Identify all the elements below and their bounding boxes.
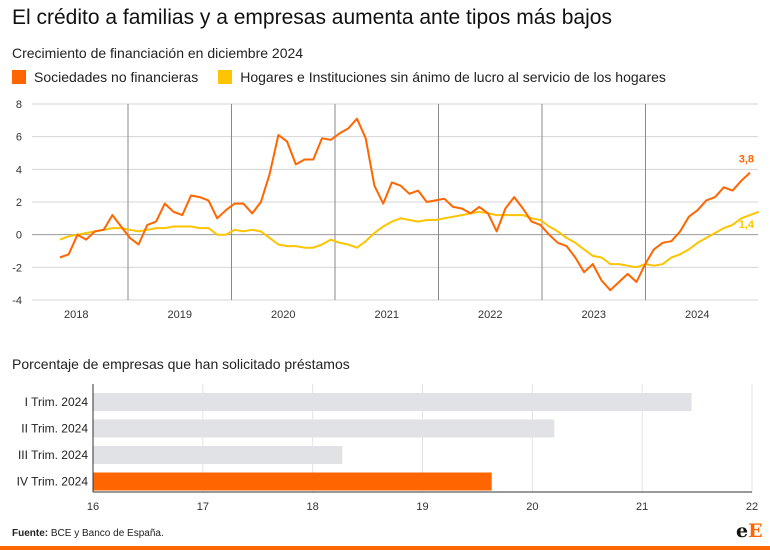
x-tick-label: 22 bbox=[746, 501, 758, 513]
category-label: II Trim. 2024 bbox=[21, 422, 88, 436]
x-tick-label: 20 bbox=[526, 501, 538, 513]
series-line bbox=[59, 117, 751, 292]
x-tick-label: 18 bbox=[307, 501, 319, 513]
bar-chart-subtitle: Porcentaje de empresas que han solicitad… bbox=[12, 356, 350, 372]
bar bbox=[93, 393, 692, 411]
bar bbox=[93, 446, 343, 464]
x-tick-label: 2019 bbox=[168, 309, 192, 321]
x-tick-label: 2020 bbox=[271, 309, 295, 321]
x-tick-label: 2021 bbox=[375, 309, 399, 321]
legend-label-hogares: Hogares e Instituciones sin ánimo de luc… bbox=[240, 69, 666, 85]
x-tick-label: 2024 bbox=[685, 309, 709, 321]
category-label: IV Trim. 2024 bbox=[17, 475, 89, 489]
line-chart-subtitle: Crecimiento de financiación en diciembre… bbox=[12, 45, 304, 61]
legend-item-sociedades: Sociedades no financieras bbox=[12, 69, 198, 85]
chart-title: El crédito a familias y a empresas aumen… bbox=[12, 6, 612, 29]
end-value-label: 1,4 bbox=[739, 219, 755, 231]
end-value-label: 3,8 bbox=[739, 154, 754, 166]
legend-swatch-sociedades bbox=[12, 70, 26, 84]
bar bbox=[93, 472, 492, 491]
x-tick-label: 21 bbox=[636, 501, 648, 513]
bar bbox=[93, 419, 555, 438]
source-label: Fuente: bbox=[12, 528, 49, 539]
y-tick-label: 4 bbox=[16, 164, 22, 176]
y-tick-label: 8 bbox=[16, 99, 22, 111]
x-tick-label: 19 bbox=[416, 501, 428, 513]
line-chart: -4 -2 0 2 4 6 8 2018 2019 2020 2021 2022 2023 2024 3,8… bbox=[12, 99, 760, 321]
x-tick-label: 16 bbox=[87, 501, 99, 513]
y-tick-label: -4 bbox=[12, 295, 22, 307]
x-tick-label: 2023 bbox=[582, 309, 606, 321]
brand-logo: eE bbox=[736, 520, 763, 542]
source-text: BCE y Banco de España. bbox=[50, 528, 164, 539]
y-tick-label: 6 bbox=[16, 132, 22, 144]
x-tick-label: 2018 bbox=[64, 309, 88, 321]
category-label: III Trim. 2024 bbox=[18, 448, 88, 462]
y-tick-label: 2 bbox=[16, 197, 22, 209]
bar-chart: 16 17 18 19 20 21 22 I Trim. 2024 II Trim. 2024 I… bbox=[17, 384, 758, 513]
legend-item-hogares: Hogares e Instituciones sin ánimo de luc… bbox=[218, 69, 666, 85]
legend-swatch-hogares bbox=[218, 70, 233, 84]
line-chart-legend: Sociedades no financieras Hogares e Inst… bbox=[12, 69, 686, 85]
y-tick-label: -2 bbox=[12, 262, 22, 274]
x-tick-label: 2022 bbox=[478, 309, 502, 321]
series-line bbox=[59, 210, 760, 269]
y-tick-label: 0 bbox=[16, 230, 22, 242]
source-note: Fuente: BCE y Banco de España. bbox=[12, 528, 164, 539]
legend-label-sociedades: Sociedades no financieras bbox=[34, 69, 199, 85]
bottom-accent-bar bbox=[0, 546, 770, 550]
x-tick-label: 17 bbox=[197, 501, 209, 513]
category-label: I Trim. 2024 bbox=[25, 395, 89, 409]
